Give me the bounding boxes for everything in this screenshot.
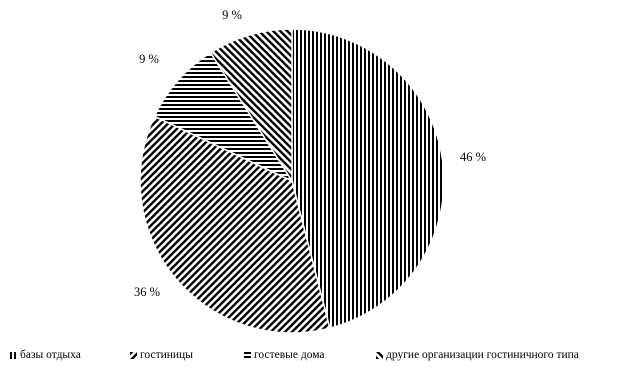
legend-label-3: гостевые дома [254, 349, 325, 361]
legend-item-3: гостевые дома [244, 349, 325, 361]
legend: базы отдыха гостиницы гостевые дома друг… [6, 349, 626, 367]
legend-swatch-3 [244, 351, 251, 359]
data-label-2: 36 % [134, 285, 160, 299]
legend-item-2: гостиницы [130, 349, 193, 361]
legend-swatch-4 [376, 351, 383, 359]
legend-swatch-1 [10, 351, 17, 359]
pie-slice-4 [209, 28, 293, 184]
legend-swatch-2 [130, 351, 137, 359]
legend-label-1: базы отдыха [20, 349, 81, 361]
legend-item-1: базы отдыха [10, 349, 81, 361]
legend-item-4: другие организации гостиничного типа [376, 349, 579, 361]
data-label-4: 9 % [222, 8, 242, 22]
data-label-1: 46 % [460, 150, 486, 164]
data-label-3: 9 % [139, 52, 159, 66]
pie-slice-1 [291, 28, 445, 330]
legend-label-2: гостиницы [140, 349, 193, 361]
pie-slice-3 [153, 51, 295, 183]
pie-slice-2 [139, 115, 331, 334]
legend-label-4: другие организации гостиничного типа [386, 349, 579, 361]
